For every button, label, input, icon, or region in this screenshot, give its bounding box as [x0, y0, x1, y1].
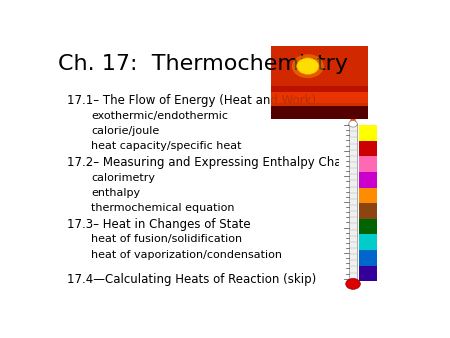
Bar: [339, 124, 379, 284]
Text: heat capacity/specific heat: heat capacity/specific heat: [91, 141, 242, 151]
Bar: [271, 46, 369, 86]
Bar: [359, 219, 377, 235]
Bar: [359, 125, 377, 141]
Bar: [359, 266, 377, 281]
Text: 17.1– The Flow of Energy (Heat and Work): 17.1– The Flow of Energy (Heat and Work): [67, 94, 316, 107]
Bar: [359, 203, 377, 219]
Bar: [271, 46, 369, 119]
Ellipse shape: [349, 121, 357, 127]
Circle shape: [297, 58, 319, 74]
Text: 17.2– Measuring and Expressing Enthalpy Changes: 17.2– Measuring and Expressing Enthalpy …: [67, 156, 369, 169]
Text: Ch. 17:  Thermochemistry: Ch. 17: Thermochemistry: [58, 54, 348, 74]
Bar: [359, 156, 377, 172]
Bar: [349, 125, 357, 279]
Text: 17.4—Calculating Heats of Reaction (skip): 17.4—Calculating Heats of Reaction (skip…: [67, 273, 316, 287]
Bar: [359, 141, 377, 156]
Text: thermochemical equation: thermochemical equation: [91, 203, 234, 214]
Bar: [359, 188, 377, 203]
Circle shape: [292, 54, 324, 78]
Circle shape: [346, 279, 360, 289]
Bar: [359, 250, 377, 266]
Text: enthalpy: enthalpy: [91, 188, 140, 198]
Text: 17.3– Heat in Changes of State: 17.3– Heat in Changes of State: [67, 218, 250, 231]
Text: heat of fusion/solidification: heat of fusion/solidification: [91, 235, 242, 244]
Text: exothermic/endothermic: exothermic/endothermic: [91, 111, 228, 121]
Bar: [271, 92, 369, 105]
Text: heat of vaporization/condensation: heat of vaporization/condensation: [91, 249, 282, 260]
Bar: [359, 235, 377, 250]
Bar: [271, 103, 369, 119]
Text: calorimetry: calorimetry: [91, 173, 155, 183]
Text: calorie/joule: calorie/joule: [91, 126, 159, 136]
Bar: [359, 172, 377, 188]
